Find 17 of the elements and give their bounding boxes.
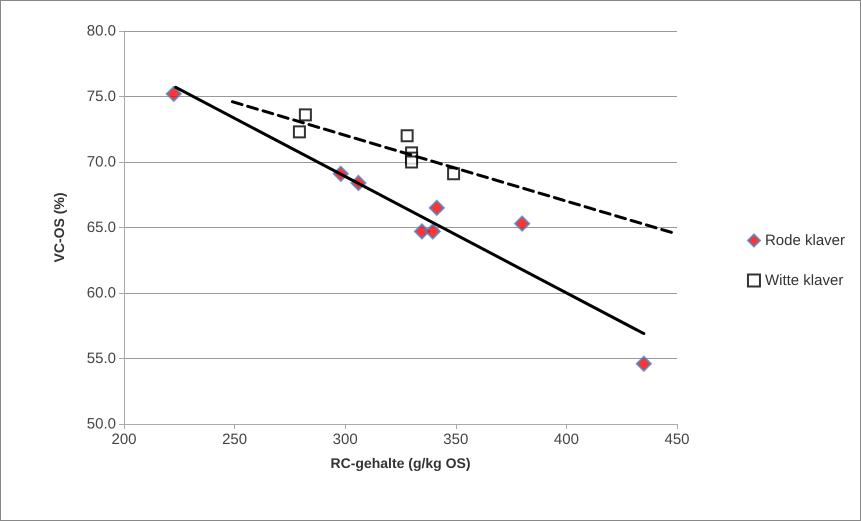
x-axis-title: RC-gehalte (g/kg OS) — [330, 455, 471, 471]
legend-label: Witte klaver — [764, 272, 844, 289]
x-tick-label: 300 — [332, 431, 358, 448]
x-tick-label: 450 — [664, 431, 690, 448]
legend-label: Rode klaver — [764, 232, 846, 249]
x-tick-label: 250 — [222, 431, 248, 448]
y-tick-label: 55.0 — [86, 350, 116, 367]
x-tick-label: 200 — [111, 431, 137, 448]
y-tick-label: 80.0 — [86, 22, 116, 40]
y-tick-label: 70.0 — [86, 154, 116, 170]
y-tick-label: 65.0 — [86, 219, 116, 236]
y-tick-label: 60.0 — [86, 284, 116, 302]
y-axis-title: VC-OS (%) — [51, 192, 67, 262]
y-tick-label: 50.0 — [86, 416, 116, 432]
y-tick-label: 75.0 — [86, 88, 116, 105]
x-tick-label: 350 — [443, 431, 468, 448]
x-tick-label: 400 — [554, 431, 579, 448]
